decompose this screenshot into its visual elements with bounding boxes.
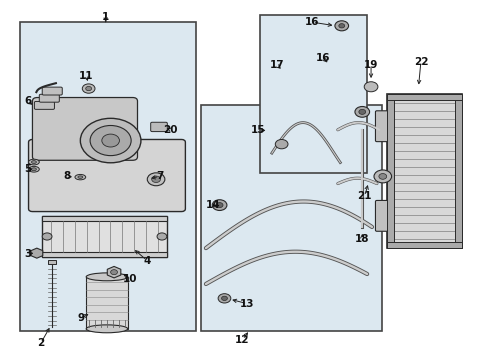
Text: 3: 3 [24, 248, 31, 258]
Text: 13: 13 [240, 299, 255, 309]
Circle shape [82, 84, 95, 93]
FancyBboxPatch shape [28, 139, 185, 212]
Circle shape [212, 200, 227, 211]
Ellipse shape [86, 273, 128, 281]
Text: 15: 15 [251, 125, 266, 135]
Text: 7: 7 [156, 171, 163, 181]
FancyBboxPatch shape [34, 102, 54, 109]
Circle shape [90, 126, 131, 156]
Ellipse shape [78, 176, 83, 179]
Ellipse shape [28, 159, 39, 165]
FancyBboxPatch shape [42, 87, 62, 95]
Polygon shape [107, 266, 121, 278]
Circle shape [275, 139, 288, 149]
Text: 6: 6 [24, 96, 31, 106]
Circle shape [102, 134, 120, 147]
FancyBboxPatch shape [375, 201, 391, 231]
Polygon shape [31, 248, 43, 258]
Ellipse shape [28, 166, 39, 172]
Bar [387, 242, 463, 248]
Ellipse shape [31, 161, 36, 163]
Text: 8: 8 [63, 171, 70, 181]
Bar [455, 94, 463, 248]
Text: 5: 5 [24, 164, 31, 174]
Bar [48, 260, 56, 264]
Text: 17: 17 [270, 60, 284, 70]
Circle shape [152, 176, 160, 183]
Bar [387, 94, 394, 248]
Circle shape [355, 107, 369, 117]
Circle shape [157, 233, 167, 240]
Bar [20, 22, 196, 330]
FancyBboxPatch shape [39, 94, 59, 102]
Circle shape [374, 170, 392, 183]
Bar [42, 216, 167, 257]
Circle shape [379, 174, 387, 179]
Circle shape [147, 173, 165, 186]
Text: 16: 16 [316, 53, 330, 63]
Text: 14: 14 [206, 200, 220, 210]
Circle shape [111, 270, 118, 275]
Circle shape [221, 296, 227, 301]
FancyBboxPatch shape [32, 98, 138, 160]
Text: 1: 1 [102, 12, 109, 22]
Bar [387, 94, 463, 100]
Circle shape [86, 86, 92, 91]
Circle shape [42, 233, 52, 240]
Bar [42, 252, 167, 257]
Bar [201, 105, 382, 330]
Text: 22: 22 [414, 57, 428, 67]
Text: 9: 9 [78, 313, 85, 323]
Text: 10: 10 [123, 274, 137, 284]
Bar [86, 277, 128, 329]
Text: 20: 20 [164, 125, 178, 135]
Ellipse shape [31, 168, 36, 171]
Text: 11: 11 [79, 71, 94, 81]
Text: 4: 4 [144, 256, 151, 266]
Text: 12: 12 [235, 334, 250, 345]
FancyBboxPatch shape [151, 122, 167, 132]
Bar [260, 15, 367, 173]
Circle shape [359, 109, 366, 114]
Text: 2: 2 [37, 338, 45, 348]
Text: 16: 16 [305, 17, 319, 27]
Bar [387, 94, 463, 248]
Circle shape [335, 21, 348, 31]
Text: 21: 21 [358, 191, 372, 201]
Circle shape [339, 24, 344, 28]
Circle shape [216, 203, 223, 208]
Circle shape [218, 294, 231, 303]
Circle shape [80, 118, 141, 163]
Bar [42, 216, 167, 221]
Text: 19: 19 [364, 60, 378, 70]
FancyBboxPatch shape [375, 111, 391, 141]
Circle shape [364, 82, 378, 92]
Text: 18: 18 [355, 234, 369, 244]
Ellipse shape [86, 325, 128, 333]
Ellipse shape [75, 175, 86, 180]
